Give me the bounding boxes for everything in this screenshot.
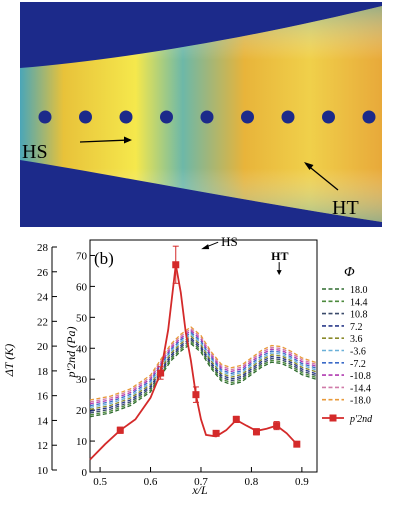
plot-frame <box>89 239 318 473</box>
ht-annotation-arrow-head <box>276 270 282 276</box>
sensor-dot <box>281 110 295 124</box>
x-tick-label: 0.9 <box>295 476 309 488</box>
legend: Φ 18.014.4 10.87.23.6 -3.6-7.2-10.8-14.4 -1… <box>322 265 373 425</box>
delta-t-curve <box>89 333 318 409</box>
legend-label: -10.8 <box>350 371 371 382</box>
sensor-dot <box>160 110 173 124</box>
legend-label: -14.4 <box>350 383 371 394</box>
legend-label: -7.2 <box>350 359 366 370</box>
panel-label: (b) <box>94 249 114 268</box>
pressure-point <box>157 369 165 377</box>
pressure-tick-label: 50 <box>76 312 88 324</box>
hs-annotation: HS <box>221 234 238 249</box>
sensor-dot <box>38 110 52 124</box>
x-tick-label: 0.7 <box>194 476 208 488</box>
sensor-dot <box>322 110 335 124</box>
pressure-point <box>212 429 220 437</box>
sensor-dot <box>79 110 92 124</box>
delta-t-curve <box>89 342 318 418</box>
legend-label: -18.0 <box>350 396 371 407</box>
pressure-point <box>172 261 180 269</box>
contour-panel: HS HT <box>20 2 382 227</box>
pressure-tick-label: 30 <box>76 374 88 386</box>
delta-t-tick-label: 12 <box>37 440 48 452</box>
hs-arrow-head <box>124 136 132 144</box>
legend-label: 14.4 <box>350 297 368 308</box>
legend-label: 3.6 <box>350 334 363 345</box>
pressure-tick-label: 40 <box>76 343 88 355</box>
delta-t-curve <box>89 329 318 405</box>
sensor-dot <box>200 110 214 124</box>
pressure-tick-label: 0 <box>82 467 88 479</box>
pressure-series <box>89 245 301 461</box>
pressure-tick-label: 10 <box>76 436 88 448</box>
x-tick-label: 0.6 <box>144 476 158 488</box>
delta-t-tick-label: 26 <box>37 267 49 279</box>
delta-t-curve <box>89 327 318 403</box>
sensor-dots <box>38 110 376 124</box>
legend-label: -3.6 <box>350 347 366 358</box>
legend-title: Φ <box>344 265 355 280</box>
delta-t-tick-label: 24 <box>37 292 49 304</box>
delta-t-tick-label: 18 <box>37 366 49 378</box>
ht-arrow <box>305 163 339 191</box>
pressure-axis-label: p'2nd (Pa) <box>64 327 78 379</box>
chart: 10 12 14 16 18 20 22 24 26 28 ΔT (K) 0.5 0.6 0.7 0.8… <box>2 234 373 497</box>
pressure-tick-label: 20 <box>76 405 88 417</box>
delta-t-tick-label: 28 <box>37 242 49 254</box>
legend-label: 7.2 <box>350 322 363 333</box>
pressure-tick-label: 60 <box>76 281 88 293</box>
hs-label: HS <box>22 141 48 163</box>
pressure-tick-label: 70 <box>76 250 88 262</box>
sensor-dot <box>241 110 254 124</box>
hs-arrow <box>79 139 131 143</box>
delta-t-curve <box>89 331 318 407</box>
x-tick-label: 0.8 <box>245 476 259 488</box>
ht-label: HT <box>332 197 359 219</box>
delta-t-curves <box>89 326 318 418</box>
sensor-dot <box>119 110 133 124</box>
delta-t-tick-label: 14 <box>37 415 49 427</box>
legend-label: 10.8 <box>350 310 368 321</box>
legend-label: p'2nd <box>349 414 373 425</box>
legend-marker <box>329 414 337 422</box>
pressure-point <box>293 440 301 448</box>
delta-t-axis-label: ΔT (K) <box>2 344 16 378</box>
hs-annotation-arrow-head <box>201 244 210 250</box>
delta-t-curve <box>89 339 318 414</box>
legend-label: 18.0 <box>350 285 368 296</box>
ht-annotation: HT <box>271 249 288 263</box>
pressure-point <box>232 415 240 423</box>
jet-shading <box>20 6 382 222</box>
delta-t-axis: 10 12 14 16 18 20 22 24 26 28 ΔT (K) <box>2 242 57 477</box>
delta-t-tick-label: 20 <box>37 341 49 353</box>
x-tick-label: 0.5 <box>93 476 107 488</box>
pressure-point <box>252 428 260 436</box>
pressure-point <box>116 426 124 434</box>
delta-t-curve <box>89 337 318 412</box>
delta-t-tick-label: 16 <box>37 391 49 403</box>
delta-t-curve <box>89 340 318 416</box>
sensor-dot <box>362 110 376 124</box>
pressure-point <box>273 422 281 430</box>
delta-t-curve <box>89 326 318 401</box>
pressure-point <box>192 391 200 399</box>
ht-arrow-head <box>304 162 314 170</box>
delta-t-tick-label: 10 <box>37 465 49 477</box>
delta-t-curve <box>89 335 318 410</box>
x-axis-label: x/L <box>191 483 208 497</box>
delta-t-tick-label: 22 <box>37 316 48 328</box>
